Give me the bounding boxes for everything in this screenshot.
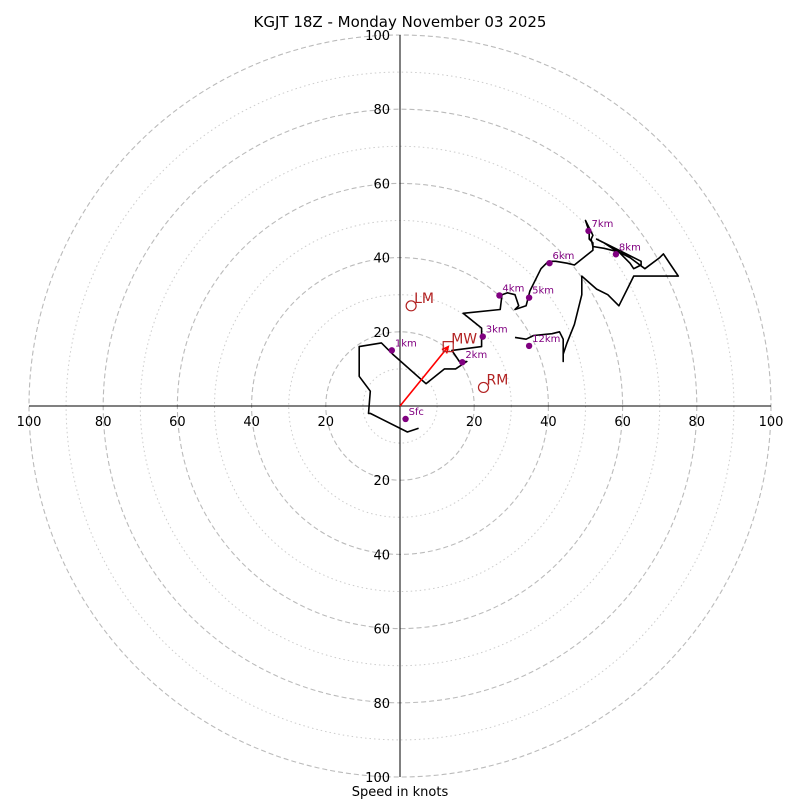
y-tick-label: 20 — [373, 326, 390, 341]
height-marker-dot — [525, 294, 533, 301]
height-marker-dot — [525, 342, 533, 350]
x-tick-label: 100 — [17, 415, 42, 430]
storm-motion-label: MW — [451, 332, 477, 348]
height-marker-label: 1km — [395, 338, 417, 349]
y-tick-label: 100 — [365, 771, 390, 786]
storm-motion-marker — [442, 341, 454, 353]
y-tick-label: 60 — [373, 177, 390, 192]
x-axis-label: Speed in knots — [352, 785, 449, 800]
height-marker-label: 3km — [486, 325, 508, 336]
y-tick-label: 80 — [373, 103, 390, 118]
y-tick-label: 40 — [373, 548, 390, 563]
storm-motion-marker — [477, 381, 490, 394]
storm-motion-marker — [405, 300, 417, 312]
x-tick-label: 100 — [759, 415, 784, 430]
height-marker-label: 4km — [502, 283, 524, 294]
height-marker-dot — [402, 415, 409, 423]
height-marker-dot — [612, 251, 620, 258]
x-tick-label: 60 — [614, 415, 631, 430]
y-tick-label: 80 — [373, 697, 390, 712]
mean-wind-vector-group — [399, 345, 450, 407]
x-tick-label: 40 — [243, 415, 260, 430]
hodograph-trace-group — [358, 219, 680, 433]
height-marker-label: 8km — [619, 242, 641, 253]
height-marker-label: 2km — [465, 350, 487, 361]
chart-title: KGJT 18Z - Monday November 03 2025 — [254, 13, 547, 31]
y-tick-label: 40 — [373, 252, 390, 267]
height-marker-label: 12km — [532, 334, 560, 345]
storm-motion-markers: LM MW RM — [405, 291, 508, 394]
x-tick-label: 40 — [540, 415, 557, 430]
y-tick-label: 60 — [373, 623, 390, 638]
height-marker-dot — [546, 259, 553, 267]
height-marker-dot — [388, 347, 396, 354]
height-marker-label: 5km — [532, 286, 554, 297]
height-markers: Sfc 1km 2km 3km 4km 5km 6km 7km 8km 12km — [388, 219, 641, 423]
height-marker-label: 6km — [553, 251, 575, 262]
height-marker-dot — [459, 359, 466, 366]
height-marker-dot — [479, 333, 486, 340]
height-marker-dot — [496, 292, 503, 299]
storm-motion-label: LM — [414, 291, 434, 307]
y-tick-label: 20 — [373, 474, 390, 489]
height-marker-label: 7km — [591, 219, 613, 230]
y-tick-label: 100 — [365, 29, 390, 44]
mean-wind-vector — [399, 346, 449, 407]
tick-labels: 100 80 60 40 20 20 40 60 80 100 100 80 60 40 20 20 40 60 8… — [17, 29, 784, 786]
x-tick-label: 80 — [689, 415, 706, 430]
hodograph-trace — [358, 219, 680, 433]
x-tick-label: 80 — [95, 415, 112, 430]
storm-motion-label: RM — [486, 372, 508, 388]
x-tick-label: 60 — [169, 415, 186, 430]
height-marker-dot — [585, 227, 592, 235]
height-marker-label: Sfc — [409, 407, 424, 418]
x-tick-label: 20 — [466, 415, 483, 430]
x-tick-label: 20 — [318, 415, 335, 430]
